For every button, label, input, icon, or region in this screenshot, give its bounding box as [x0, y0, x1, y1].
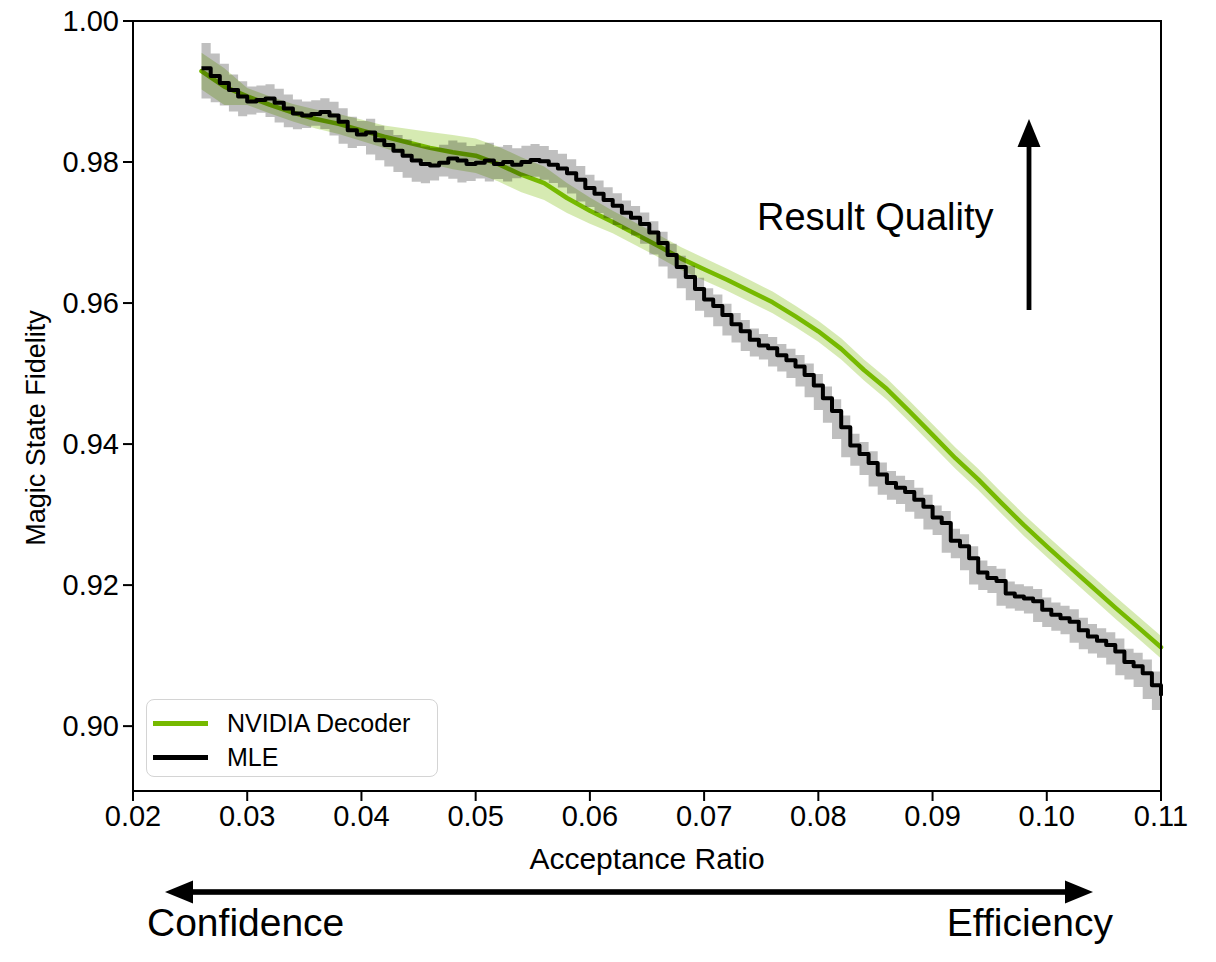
figure: 0.900.920.940.960.981.00 0.020.030.040.0… [0, 0, 1216, 962]
x-tick-label: 0.02 [105, 802, 161, 831]
nvidia-line-swatch [153, 721, 208, 726]
x-tick-label: 0.07 [676, 802, 732, 831]
confidence-label: Confidence [147, 901, 344, 945]
efficiency-label: Efficiency [947, 901, 1113, 945]
x-tick-label: 0.10 [1019, 802, 1075, 831]
x-tick-label: 0.11 [1134, 802, 1188, 831]
result-quality-arrow [1018, 119, 1041, 310]
mle-line-swatch [153, 755, 208, 760]
legend: NVIDIA Decoder MLE [146, 699, 438, 777]
legend-label-mle: MLE [227, 745, 278, 770]
legend-entry-mle: MLE [153, 740, 437, 774]
mle-band [202, 43, 1162, 710]
x-tick-label: 0.06 [562, 802, 618, 831]
x-tick-label: 0.08 [790, 802, 846, 831]
legend-label-nvidia: NVIDIA Decoder [227, 711, 410, 736]
y-axis-label: Magic State Fidelity [21, 310, 52, 546]
y-tick-label: 1.00 [19, 7, 119, 36]
nvidia-decoder-line [202, 71, 1162, 647]
y-tick-label: 0.90 [19, 712, 119, 741]
x-tick-label: 0.05 [447, 802, 503, 831]
y-tick-label: 0.92 [19, 571, 119, 600]
result-quality-label: Result Quality [757, 196, 994, 239]
axes-frame [133, 21, 1161, 791]
x-tick-label: 0.03 [219, 802, 275, 831]
y-tick-label: 0.98 [19, 148, 119, 177]
x-tick-label: 0.04 [333, 802, 389, 831]
axis-ticks [123, 21, 1161, 801]
x-axis-label: Acceptance Ratio [529, 842, 764, 876]
x-tick-label: 0.09 [904, 802, 960, 831]
legend-entry-nvidia: NVIDIA Decoder [153, 706, 437, 740]
